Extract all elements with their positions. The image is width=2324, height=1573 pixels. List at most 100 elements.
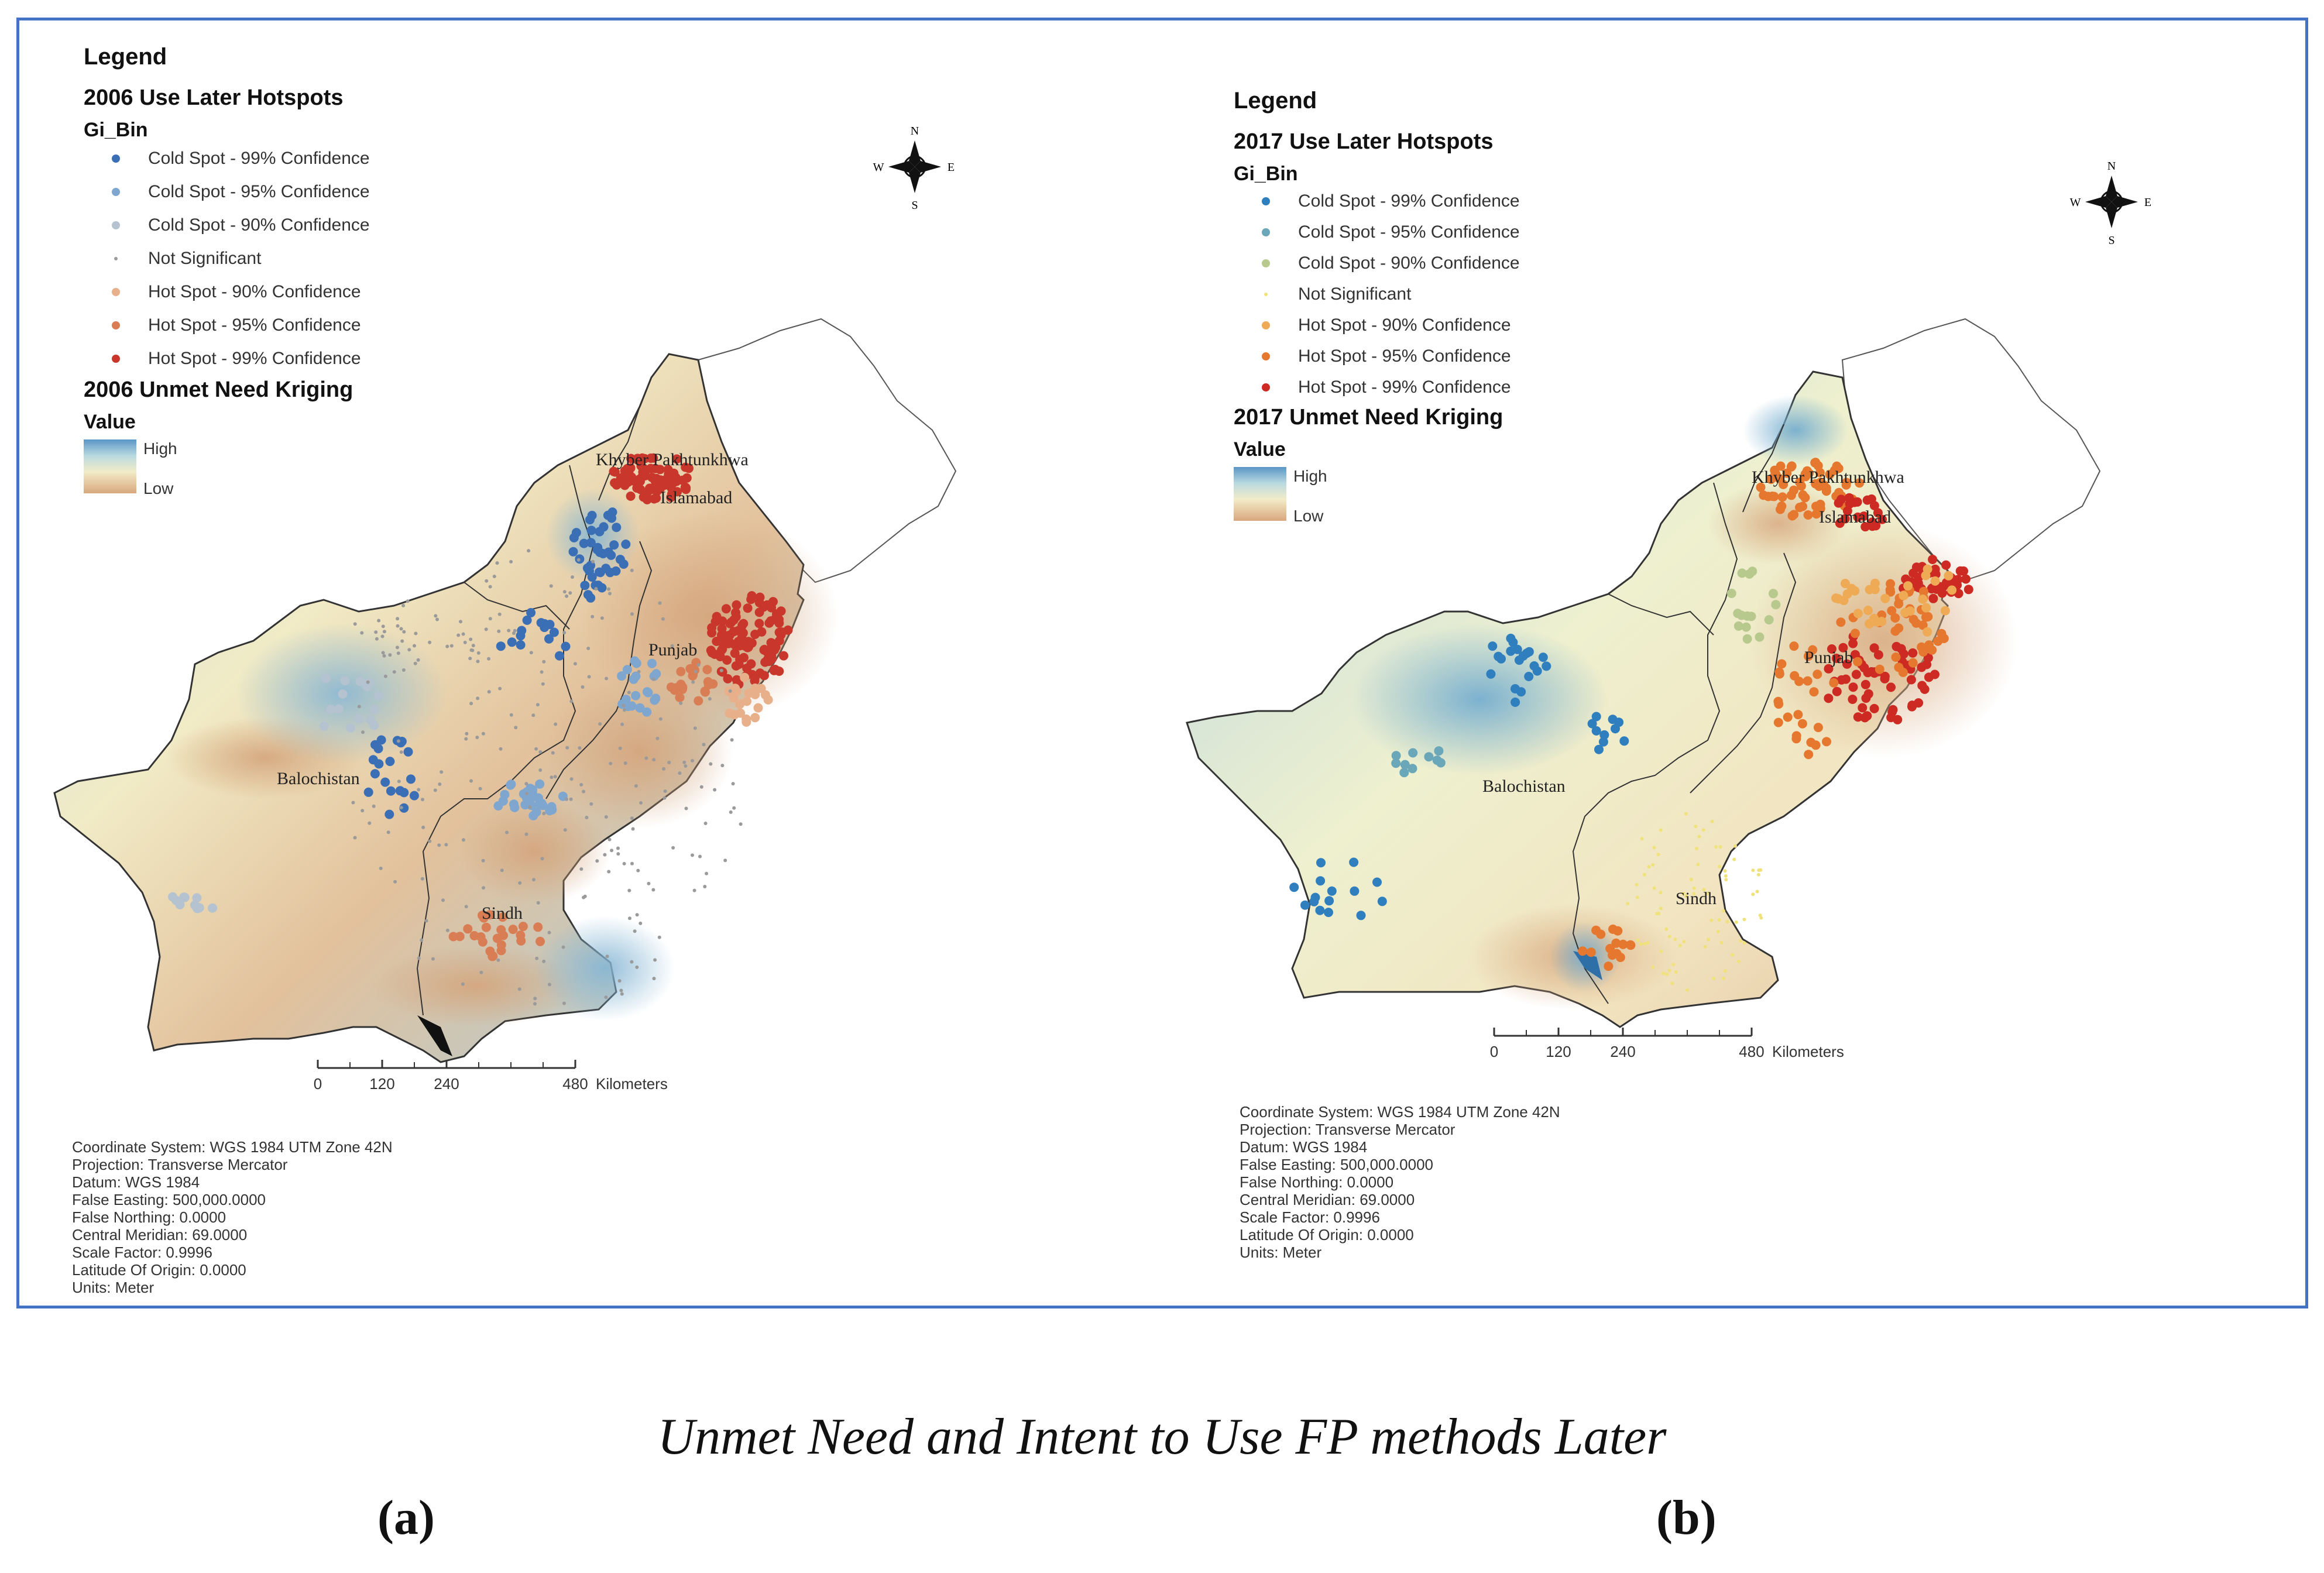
hotspot-point xyxy=(171,895,181,905)
hotspot-point xyxy=(388,653,392,657)
hotspot-point xyxy=(549,627,559,637)
legend-dot-cold-99 xyxy=(112,154,120,163)
karachi-coast xyxy=(1573,951,1602,980)
hotspot-point xyxy=(1714,845,1718,849)
hotspot-point xyxy=(1832,686,1842,696)
hotspot-point xyxy=(630,612,634,616)
hotspot-point xyxy=(1860,713,1870,723)
hotspot-point xyxy=(357,705,361,709)
hotspot-point xyxy=(1769,589,1778,599)
hotspot-point xyxy=(1615,953,1625,962)
hotspot-point xyxy=(604,995,608,1000)
hotspot-point xyxy=(321,674,331,684)
hotspot-point xyxy=(769,665,779,675)
hotspot-point xyxy=(440,770,444,774)
legend-layer-title: 2006 Use Later Hotspots xyxy=(84,85,344,110)
north-label-e: E xyxy=(948,161,955,174)
hotspot-point xyxy=(708,679,718,689)
hotspot-point xyxy=(1822,737,1831,747)
hotspot-point xyxy=(516,930,526,940)
hotspot-point xyxy=(438,782,442,786)
hotspot-point xyxy=(1928,593,1938,603)
hotspot-point xyxy=(586,647,591,650)
hotspot-point xyxy=(1887,606,1897,616)
hotspot-point xyxy=(1725,920,1729,924)
hotspot-point xyxy=(612,523,622,533)
hotspot-point xyxy=(587,675,591,679)
north-label-n: N xyxy=(911,125,919,138)
hotspot-point xyxy=(739,619,749,628)
hotspot-point xyxy=(1659,906,1663,911)
hotspot-point xyxy=(1712,977,1716,980)
legend-field-title: Gi_Bin xyxy=(84,119,148,141)
hotspot-point xyxy=(1890,613,1900,623)
hotspot-point xyxy=(532,878,535,882)
hotspot-point xyxy=(758,602,768,612)
hotspot-point xyxy=(1643,942,1647,946)
hotspot-point xyxy=(1953,575,1963,585)
hotspot-point xyxy=(629,674,639,684)
hotspot-point xyxy=(535,936,545,946)
hotspot-point xyxy=(715,652,725,661)
hotspot-point xyxy=(723,858,727,863)
hotspot-point xyxy=(469,779,473,783)
coord-line: Scale Factor: 0.9996 xyxy=(72,1244,212,1261)
hotspot-point xyxy=(1859,663,1869,673)
hotspot-point xyxy=(655,736,660,740)
hotspot-point xyxy=(468,657,472,661)
hotspot-point xyxy=(744,688,754,698)
hotspot-point xyxy=(1742,941,1746,945)
hotspot-point xyxy=(531,713,535,717)
hotspot-point xyxy=(642,687,652,697)
hotspot-point xyxy=(369,705,379,715)
hotspot-point xyxy=(1812,669,1822,679)
hotspot-point xyxy=(1733,621,1743,631)
place-label-khyber-pakhtunkhwa: Khyber Pakhtunkhwa xyxy=(596,450,749,469)
hotspot-point xyxy=(568,591,572,595)
hotspot-point xyxy=(678,771,682,775)
hotspot-point xyxy=(1783,712,1793,722)
hotspot-point xyxy=(353,836,357,840)
hotspot-point xyxy=(730,710,740,720)
hotspot-point xyxy=(1892,641,1901,651)
north-label-w: W xyxy=(873,161,884,174)
hotspot-point xyxy=(1619,736,1629,746)
hotspot-point xyxy=(545,806,555,816)
hotspot-point xyxy=(407,648,411,652)
coord-line: Units: Meter xyxy=(72,1279,155,1296)
hotspot-point xyxy=(1891,652,1901,662)
legend-item: Cold Spot - 95% Confidence xyxy=(1234,217,1520,248)
hotspot-point xyxy=(1723,969,1727,973)
hotspot-point xyxy=(551,751,555,755)
hotspot-point xyxy=(1853,609,1863,619)
hotspot-point xyxy=(760,644,770,654)
hotspot-point xyxy=(1824,693,1834,703)
hotspot-point xyxy=(636,476,645,486)
hotspot-point xyxy=(374,630,378,634)
hotspot-point xyxy=(1356,911,1366,921)
hotspot-point xyxy=(739,822,743,826)
hotspot-point xyxy=(609,466,619,476)
hotspot-point xyxy=(634,784,638,788)
hotspot-point xyxy=(1939,634,1949,643)
hotspot-point xyxy=(495,561,499,565)
hotspot-point xyxy=(1706,937,1710,942)
hotspot-point xyxy=(720,764,725,768)
hotspot-point xyxy=(702,743,706,747)
scale-unit: Kilometers xyxy=(596,1075,668,1093)
legend-dot-cold-99 xyxy=(1262,197,1270,205)
hotspot-point xyxy=(1908,614,1918,624)
hotspot-point xyxy=(622,861,626,866)
hotspot-point xyxy=(554,722,558,726)
hotspot-point xyxy=(421,798,424,802)
hotspot-point xyxy=(396,617,400,621)
legend-item: Cold Spot - 90% Confidence xyxy=(1234,248,1520,279)
legend-item-label: Cold Spot - 90% Confidence xyxy=(1298,253,1520,273)
hotspot-point xyxy=(579,783,583,786)
hotspot-point xyxy=(409,791,419,801)
hotspot-point xyxy=(334,704,344,714)
hotspot-point xyxy=(319,721,329,731)
hotspot-point xyxy=(428,839,432,843)
hotspot-point xyxy=(375,637,379,641)
place-label-islamabad: Islamabad xyxy=(660,488,732,507)
